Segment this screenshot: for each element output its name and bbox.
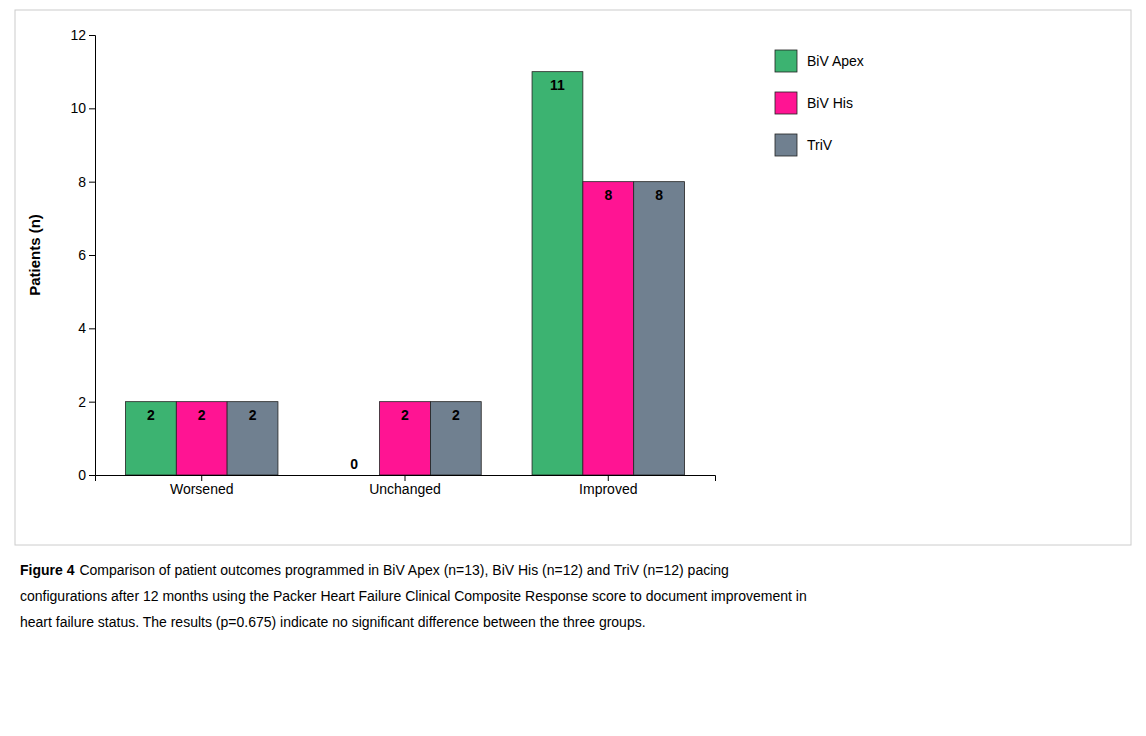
x-tick-label: Worsened bbox=[170, 481, 234, 497]
bar bbox=[227, 402, 278, 475]
plot-area: 0 2 4 6 8 10 12 Worsened Unchanged Improved Patien… bbox=[26, 27, 716, 497]
legend-label: BiV His bbox=[807, 95, 853, 111]
data-label: 2 bbox=[198, 407, 206, 423]
legend-swatch bbox=[775, 50, 797, 72]
y-axis-title: Patients (n) bbox=[26, 214, 43, 296]
y-tick-label: 2 bbox=[78, 394, 86, 410]
x-tick: Unchanged bbox=[369, 475, 441, 497]
legend: BiV Apex BiV His TriV bbox=[775, 50, 864, 156]
bar bbox=[430, 402, 481, 475]
y-tick-label: 8 bbox=[78, 174, 86, 190]
y-tick: 2 bbox=[78, 394, 95, 410]
x-tick-label: Improved bbox=[579, 481, 637, 497]
bar bbox=[329, 475, 380, 476]
legend-swatch bbox=[775, 92, 797, 114]
bar bbox=[532, 72, 583, 475]
x-tick: Worsened bbox=[170, 475, 234, 497]
data-label: 2 bbox=[452, 407, 460, 423]
caption-text: Comparison of patient outcomes programme… bbox=[79, 562, 728, 578]
x-tick-label: Unchanged bbox=[369, 481, 441, 497]
legend-swatch bbox=[775, 134, 797, 156]
bar bbox=[125, 402, 176, 475]
data-label: 11 bbox=[550, 77, 565, 93]
bar bbox=[176, 402, 227, 475]
caption-text: configurations after 12 months using the… bbox=[20, 588, 807, 604]
y-tick-mark bbox=[89, 255, 95, 256]
legend-item: TriV bbox=[775, 134, 833, 156]
x-tick: Improved bbox=[579, 475, 637, 497]
y-axis: 0 2 4 6 8 10 12 bbox=[70, 27, 95, 483]
y-tick-label: 10 bbox=[70, 100, 86, 116]
data-label: 2 bbox=[249, 407, 257, 423]
y-tick-mark bbox=[89, 402, 95, 403]
caption-text: heart failure status. The results (p=0.6… bbox=[20, 614, 646, 630]
data-labels: 2011228228 bbox=[147, 77, 663, 472]
bar bbox=[380, 402, 431, 475]
y-tick: 4 bbox=[78, 320, 95, 336]
legend-label: TriV bbox=[807, 137, 833, 153]
data-label: 0 bbox=[350, 456, 358, 472]
legend-item: BiV His bbox=[775, 92, 853, 114]
y-tick: 10 bbox=[70, 100, 95, 116]
bar bbox=[634, 182, 685, 475]
y-tick: 8 bbox=[78, 174, 95, 190]
y-tick: 6 bbox=[78, 247, 95, 263]
y-tick-mark bbox=[89, 328, 95, 329]
y-tick-label: 4 bbox=[78, 320, 86, 336]
bar bbox=[583, 182, 634, 475]
data-label: 2 bbox=[401, 407, 409, 423]
legend-item: BiV Apex bbox=[775, 50, 864, 72]
y-tick-mark bbox=[89, 108, 95, 109]
y-tick: 0 bbox=[78, 467, 95, 483]
y-tick-mark bbox=[89, 475, 95, 476]
data-label: 8 bbox=[655, 187, 663, 203]
bars bbox=[125, 72, 684, 475]
y-tick-label: 6 bbox=[78, 247, 86, 263]
chart-frame bbox=[15, 10, 1131, 545]
y-tick-label: 12 bbox=[70, 27, 86, 43]
x-axis: Worsened Unchanged Improved bbox=[96, 475, 716, 497]
caption-label: Figure 4 bbox=[20, 562, 75, 578]
y-tick: 12 bbox=[70, 27, 95, 43]
y-tick-label: 0 bbox=[78, 467, 86, 483]
data-label: 8 bbox=[604, 187, 612, 203]
y-tick-mark bbox=[89, 182, 95, 183]
y-tick-mark bbox=[89, 35, 95, 36]
caption: Figure 4Comparison of patient outcomes p… bbox=[20, 562, 807, 630]
data-label: 2 bbox=[147, 407, 155, 423]
legend-label: BiV Apex bbox=[807, 53, 864, 69]
y-axis-line bbox=[89, 36, 96, 476]
chart-svg: 0 2 4 6 8 10 12 Worsened Unchanged Improved Patien… bbox=[0, 0, 1146, 736]
